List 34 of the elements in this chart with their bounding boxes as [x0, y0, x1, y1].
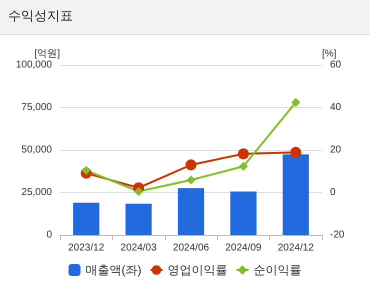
y2-tick-label: 60 [330, 60, 342, 70]
y-tick-label: 25,000 [21, 187, 52, 198]
bar [282, 154, 309, 235]
chart-title: 수익성지표 [0, 0, 370, 35]
point [238, 162, 248, 171]
x-tick-label: 2024/06 [172, 242, 210, 254]
bar [73, 202, 100, 235]
y-tick-label: 75,000 [21, 102, 52, 113]
y2-tick-label: -20 [330, 230, 345, 240]
legend-label: 영업이익률 [167, 263, 228, 277]
y-tick-label: 0 [46, 230, 52, 240]
point [291, 98, 300, 107]
legend-label: 순이익률 [253, 263, 302, 277]
y2-axis-title: [%] [322, 48, 337, 60]
x-tick-label: 2024/03 [120, 242, 158, 254]
x-tick-label: 2024/09 [225, 242, 262, 254]
point [238, 148, 249, 160]
point [290, 146, 302, 158]
x-tick-label: 2024/12 [278, 242, 314, 254]
point [134, 186, 144, 196]
point [186, 159, 196, 170]
y2-tick-label: 20 [330, 144, 342, 156]
y-tick-label: 50,000 [21, 144, 52, 156]
legend-label: 매출액(좌) [86, 263, 142, 277]
bar [230, 191, 256, 235]
y-tick-label: 100,000 [16, 60, 52, 70]
y-axis-title: [억원] [34, 48, 60, 60]
y2-tick-label: 40 [330, 102, 342, 113]
y2-tick-label: 0 [330, 187, 336, 198]
bar [126, 204, 152, 235]
x-tick-label: 2023/12 [68, 242, 105, 254]
bar [178, 188, 204, 235]
point [82, 166, 91, 175]
point [186, 175, 196, 184]
